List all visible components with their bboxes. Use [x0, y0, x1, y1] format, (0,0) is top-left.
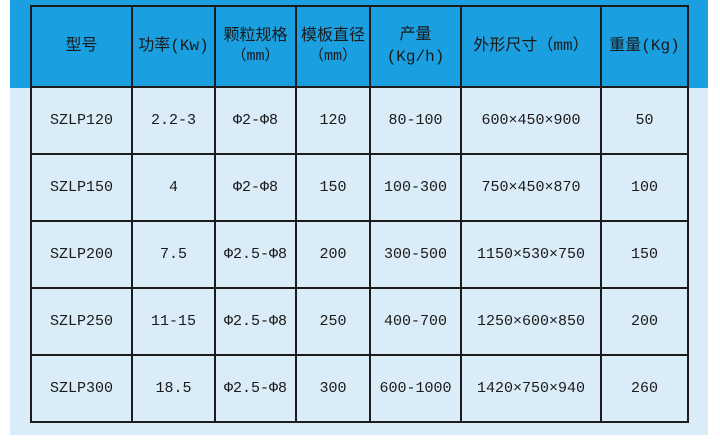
cell-pellet-spec: Φ2.5-Φ8	[214, 220, 297, 289]
cell-output: 80-100	[369, 86, 462, 155]
cell-die-diameter: 300	[295, 354, 371, 423]
cell-model: SZLP250	[30, 287, 133, 356]
col-header-label: 外形尺寸（mm）	[473, 36, 589, 55]
col-header-unit: （mm）	[308, 48, 357, 66]
table-row: SZLP300 18.5 Φ2.5-Φ8 300 600-1000 1420×750×94…	[30, 354, 689, 423]
col-header-weight: 重量(Kg)	[600, 5, 689, 88]
col-header-label: 模板直径	[300, 26, 365, 45]
table-body: SZLP120 2.2-3 Φ2-Φ8 120 80-100 600×450×900 50 S…	[30, 86, 689, 423]
cell-pellet-spec: Φ2.5-Φ8	[214, 354, 297, 423]
cell-die-diameter: 250	[295, 287, 371, 356]
cell-output: 600-1000	[369, 354, 462, 423]
col-header-label: 功率(Kw)	[138, 36, 209, 55]
col-header-model: 型号	[30, 5, 133, 88]
cell-model: SZLP150	[30, 153, 133, 222]
cell-die-diameter: 120	[295, 86, 371, 155]
cell-weight: 100	[600, 153, 689, 222]
col-header-dimensions: 外形尺寸（mm）	[460, 5, 602, 88]
col-header-unit: （mm）	[231, 48, 280, 66]
cell-power: 4	[131, 153, 216, 222]
table-row: SZLP250 11-15 Φ2.5-Φ8 250 400-700 1250×600×85…	[30, 287, 689, 356]
cell-dimensions: 1250×600×850	[460, 287, 602, 356]
cell-dimensions: 600×450×900	[460, 86, 602, 155]
cell-weight: 50	[600, 86, 689, 155]
cell-model: SZLP200	[30, 220, 133, 289]
cell-power: 2.2-3	[131, 86, 216, 155]
cell-power: 18.5	[131, 354, 216, 423]
cell-die-diameter: 150	[295, 153, 371, 222]
table-row: SZLP150 4 Φ2-Φ8 150 100-300 750×450×870 100	[30, 153, 689, 222]
col-header-output: 产量(Kg/h)	[369, 5, 462, 88]
table-row: SZLP200 7.5 Φ2.5-Φ8 200 300-500 1150×530×750 1…	[30, 220, 689, 289]
col-header-pellet-spec: 颗粒规格 （mm）	[214, 5, 297, 88]
cell-output: 300-500	[369, 220, 462, 289]
cell-output: 100-300	[369, 153, 462, 222]
table-row: SZLP120 2.2-3 Φ2-Φ8 120 80-100 600×450×900 50	[30, 86, 689, 155]
cell-pellet-spec: Φ2-Φ8	[214, 86, 297, 155]
cell-dimensions: 750×450×870	[460, 153, 602, 222]
cell-dimensions: 1420×750×940	[460, 354, 602, 423]
cell-model: SZLP300	[30, 354, 133, 423]
cell-power: 11-15	[131, 287, 216, 356]
col-header-label: 产量(Kg/h)	[386, 25, 445, 66]
col-header-die-diameter: 模板直径 （mm）	[295, 5, 371, 88]
col-header-label: 型号	[65, 36, 98, 55]
cell-die-diameter: 200	[295, 220, 371, 289]
product-spec-table: 型号 功率(Kw) 颗粒规格 （mm） 模板直径 （mm） 产量(Kg/h)	[30, 5, 689, 423]
col-header-label: 颗粒规格	[223, 26, 288, 45]
cell-pellet-spec: Φ2.5-Φ8	[214, 287, 297, 356]
cell-output: 400-700	[369, 287, 462, 356]
cell-weight: 260	[600, 354, 689, 423]
cell-pellet-spec: Φ2-Φ8	[214, 153, 297, 222]
header-row: 型号 功率(Kw) 颗粒规格 （mm） 模板直径 （mm） 产量(Kg/h)	[30, 5, 689, 88]
cell-weight: 200	[600, 287, 689, 356]
spec-table-panel: 型号 功率(Kw) 颗粒规格 （mm） 模板直径 （mm） 产量(Kg/h)	[10, 0, 708, 435]
cell-model: SZLP120	[30, 86, 133, 155]
cell-weight: 150	[600, 220, 689, 289]
col-header-label: 重量(Kg)	[609, 36, 680, 55]
cell-dimensions: 1150×530×750	[460, 220, 602, 289]
cell-power: 7.5	[131, 220, 216, 289]
col-header-power: 功率(Kw)	[131, 5, 216, 88]
